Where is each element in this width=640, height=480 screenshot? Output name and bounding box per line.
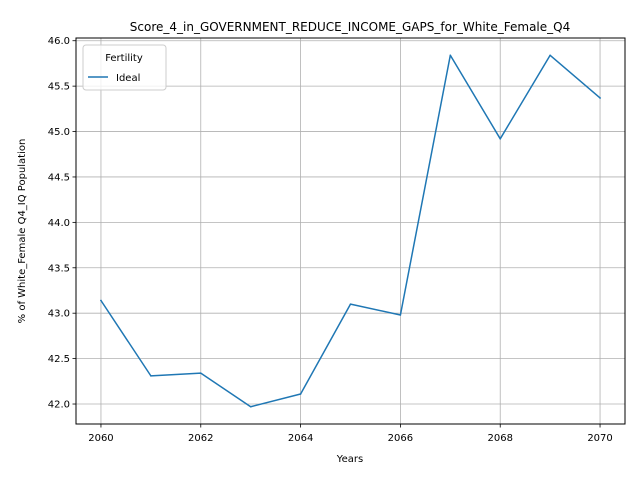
chart-title: Score_4_in_GOVERNMENT_REDUCE_INCOME_GAPS… — [130, 20, 570, 34]
y-tick-label: 46.0 — [48, 36, 70, 47]
legend-title: Fertility — [105, 53, 143, 64]
x-tick-label: 2062 — [188, 433, 213, 444]
legend-label-ideal: Ideal — [116, 73, 140, 84]
x-tick-label: 2070 — [587, 433, 612, 444]
data-point — [100, 299, 102, 302]
data-point — [249, 405, 252, 408]
x-tick-label: 2066 — [388, 433, 413, 444]
data-point — [449, 54, 452, 57]
y-tick-label: 43.0 — [48, 309, 70, 320]
plot-frame — [75, 37, 626, 425]
data-point — [399, 314, 402, 316]
y-tick-label: 44.5 — [48, 172, 70, 183]
y-tick-label: 45.0 — [48, 127, 70, 138]
y-tick-label: 42.5 — [48, 354, 70, 365]
y-axis-label: % of White_Female Q4_IQ Population — [17, 139, 28, 324]
data-point — [349, 303, 352, 305]
data-point — [599, 97, 601, 99]
y-tick-label: 45.5 — [48, 82, 70, 93]
x-tick-label: 2060 — [88, 433, 113, 444]
data-point — [200, 372, 202, 374]
series-layer — [99, 54, 602, 408]
data-point — [499, 138, 501, 140]
x-tick-label: 2064 — [288, 433, 313, 444]
plot-area — [76, 38, 625, 424]
axis-ticks: 2060 2062 2064 2066 2068 2070 42.0 42.5 43.0 43.5… — [48, 36, 613, 444]
y-tick-label: 44.0 — [48, 218, 70, 229]
x-tick-label: 2068 — [488, 433, 513, 444]
grid — [76, 38, 625, 424]
y-tick-label: 42.0 — [48, 400, 70, 411]
x-axis-label: Years — [336, 454, 363, 465]
legend-box — [82, 44, 167, 91]
data-point — [299, 393, 302, 395]
y-tick-label: 43.5 — [48, 263, 70, 274]
data-point — [549, 54, 551, 57]
legend: Fertility Ideal — [82, 44, 167, 91]
data-point — [150, 375, 152, 377]
